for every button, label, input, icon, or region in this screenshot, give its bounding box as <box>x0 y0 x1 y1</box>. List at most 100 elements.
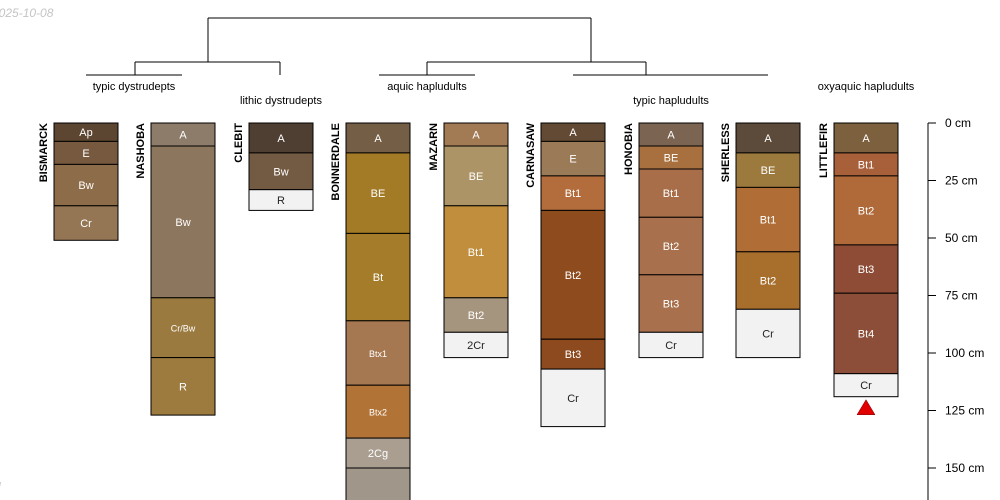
profile-name: LITTLEFIR <box>818 123 830 178</box>
profile-name: BONNERDALE <box>330 123 342 201</box>
horizon-label: BE <box>664 153 679 165</box>
horizon-rect <box>540 338 606 370</box>
horizon-label: Cr <box>762 328 774 340</box>
axis-tick-label: 0 cm <box>945 116 971 130</box>
horizon-label: R <box>179 381 187 393</box>
group-label: aquic hapludults <box>387 81 467 93</box>
horizon-label: Bw <box>78 180 93 192</box>
horizon-label: Cr <box>80 218 92 230</box>
horizon-rect <box>345 437 411 469</box>
horizon-rect <box>248 189 314 211</box>
horizon-rect <box>345 122 411 154</box>
dendrogram <box>86 17 768 76</box>
axis-tick-label: 25 cm <box>945 174 978 188</box>
horizon-label: Cr <box>665 340 677 352</box>
horizon-rect <box>345 152 411 234</box>
footer-mark: l <box>0 480 1 494</box>
horizon-rect <box>735 186 801 253</box>
profile-sherless: A BE Bt1 Bt2 Cr SHERLESS <box>720 122 801 359</box>
horizon-rect <box>540 140 606 177</box>
group-label: oxyaquic hapludults <box>818 81 915 93</box>
profile-bismarck: Ap E Bw Cr BISMARCK <box>38 122 119 241</box>
horizon-label: R <box>277 195 285 207</box>
profile-name: CLEBIT <box>233 123 245 163</box>
triangle-marker-icon <box>856 399 876 415</box>
axis-tick-label: 50 cm <box>945 231 978 245</box>
horizon-label: Bw <box>175 217 190 229</box>
horizon-rect <box>540 209 606 340</box>
horizon-label: A <box>472 130 480 142</box>
horizon-label: BE <box>371 188 386 200</box>
horizon-rect <box>345 232 411 322</box>
horizon-label: Cr/Bw <box>171 324 196 334</box>
horizon-rect <box>150 357 216 416</box>
profile-carnasaw: A E Bt1 Bt2 Bt3 Cr CARNASAW <box>525 122 606 428</box>
horizon-rect <box>833 244 899 294</box>
horizon-rect <box>443 145 509 207</box>
profile-littlefir: A Bt1 Bt2 Bt3 Bt4 Cr LITTLEFIR <box>818 122 899 415</box>
horizon-label: A <box>764 133 772 145</box>
horizon-rect <box>345 467 411 500</box>
depth-axis: 0 cm 25 cm 50 cm 75 cm 100 cm 125 cm 150 cm <box>927 116 984 500</box>
horizon-label: E <box>82 148 89 160</box>
axis-tick-label: 125 cm <box>945 404 984 418</box>
horizon-label: 2Cg <box>368 448 388 460</box>
horizon-label: Bt4 <box>858 328 875 340</box>
horizon-rect <box>53 163 119 207</box>
date-stamp: 2025-10-08 <box>0 6 54 20</box>
horizon-label: Bt2 <box>663 241 680 253</box>
soil-profiles: Ap E Bw Cr BISMARCK A Bw Cr/Bw R NASHOBA A Bw R CLEBI… <box>38 122 899 500</box>
axis-tick-label: 150 cm <box>945 461 984 475</box>
horizon-rect <box>443 331 509 359</box>
profile-name: SHERLESS <box>720 123 732 182</box>
group-label: typic dystrudepts <box>93 81 176 93</box>
horizon-label: Cr <box>860 380 872 392</box>
horizon-label: Bt1 <box>565 188 582 200</box>
profile-mazarn: A BE Bt1 Bt2 2Cr MAZARN <box>428 122 509 359</box>
horizon-label: Ap <box>79 127 92 139</box>
horizon-label: A <box>862 133 870 145</box>
horizon-rect <box>53 205 119 241</box>
horizon-rect <box>540 175 606 211</box>
horizon-rect <box>150 297 216 359</box>
horizon-rect <box>443 297 509 333</box>
horizon-label: Bt1 <box>760 215 777 227</box>
profile-name: MAZARN <box>428 123 440 171</box>
horizon-rect <box>345 320 411 386</box>
axis-tick-label: 75 cm <box>945 289 978 303</box>
horizon-rect <box>833 175 899 246</box>
horizon-rect <box>833 122 899 154</box>
horizon-rect <box>345 384 411 439</box>
profile-clebit: A Bw R CLEBIT <box>233 122 314 211</box>
horizon-label: Btx1 <box>369 349 387 359</box>
horizon-label: BE <box>469 171 484 183</box>
horizon-label: Bt2 <box>760 276 777 288</box>
axis-tick-label: 100 cm <box>945 346 984 360</box>
horizon-label: A <box>179 130 187 142</box>
horizon-label: Cr <box>567 393 579 405</box>
profile-name: NASHOBA <box>135 123 147 179</box>
horizon-label: Btx2 <box>369 408 387 418</box>
horizon-label: Bt3 <box>565 349 582 361</box>
horizon-label: 2Cr <box>467 340 485 352</box>
horizon-label: A <box>277 133 285 145</box>
horizon-label: Bw <box>273 166 288 178</box>
horizon-rect <box>833 373 899 398</box>
horizon-label: A <box>374 133 382 145</box>
group-labels: typic dystrudepts lithic dystrudepts aquic… <box>93 81 915 107</box>
horizon-rect <box>735 122 801 154</box>
horizon-rect <box>540 368 606 428</box>
horizon-rect <box>735 152 801 188</box>
horizon-label: Bt2 <box>565 270 582 282</box>
horizon-rect <box>735 308 801 359</box>
horizon-label: BE <box>761 165 776 177</box>
horizon-rect <box>833 292 899 375</box>
horizon-label: Bt1 <box>468 247 485 259</box>
horizon-rect <box>735 251 801 310</box>
profile-nashoba: A Bw Cr/Bw R NASHOBA <box>135 122 216 416</box>
profile-name: BISMARCK <box>38 123 50 182</box>
group-label: typic hapludults <box>633 95 709 107</box>
profile-honobia: A BE Bt1 Bt2 Bt3 Cr HONOBIA <box>623 122 704 359</box>
horizon-label: Bt3 <box>858 264 875 276</box>
